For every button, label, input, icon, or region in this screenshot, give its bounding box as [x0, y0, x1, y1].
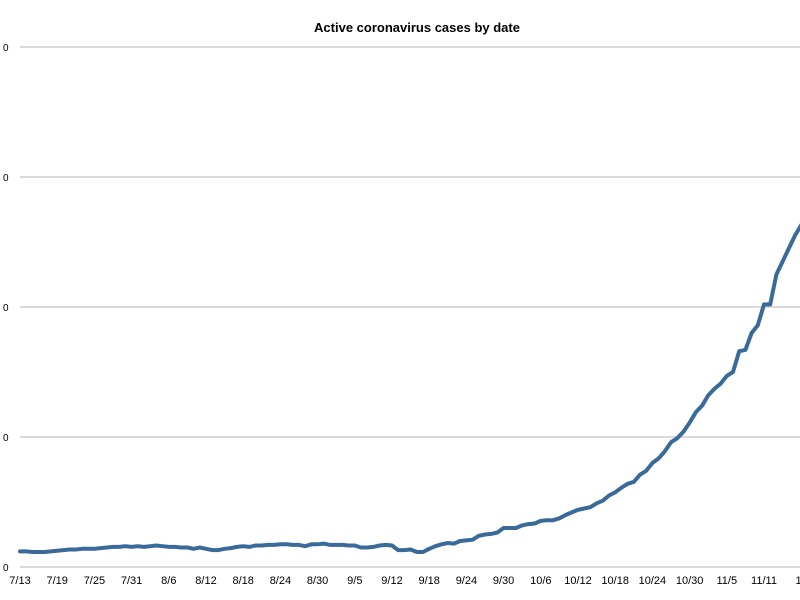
x-tick-label: 8/6: [161, 575, 176, 587]
x-tick-label: 8/18: [232, 575, 253, 587]
x-tick-label: 9/18: [418, 575, 439, 587]
x-tick-label: 9/5: [347, 575, 362, 587]
x-tick-label: 11: [795, 575, 800, 587]
x-axis-tick-labels: 7/13 7/19 7/25 7/31 8/6 8/12 8/18 8/24 8/30 9/5 9/…: [9, 575, 800, 587]
x-tick-label: 10/30: [676, 575, 704, 587]
x-tick-label: 11/5: [717, 575, 738, 587]
y-tick-label: 0: [3, 433, 9, 444]
y-tick-label: 0: [3, 563, 9, 574]
series-layer: [18, 223, 800, 554]
x-tick-label: 9/30: [493, 575, 514, 587]
series-line: [18, 223, 800, 554]
x-tick-label: 10/6: [530, 575, 551, 587]
x-tick-label: 7/31: [121, 575, 142, 587]
x-tick-label: 7/19: [46, 575, 67, 587]
x-tick-label: 10/24: [639, 575, 667, 587]
chart-title: Active coronavirus cases by date: [314, 20, 520, 35]
x-tick-label: 7/25: [84, 575, 105, 587]
x-tick-label: 9/12: [381, 575, 402, 587]
y-axis-tick-labels: 0 0 0 0 0: [3, 43, 9, 574]
y-tick-label: 0: [3, 173, 9, 184]
x-tick-label: 8/30: [307, 575, 328, 587]
y-tick-label: 0: [3, 303, 9, 314]
x-tick-label: 8/24: [270, 575, 291, 587]
x-tick-label: 9/24: [456, 575, 477, 587]
gridlines: [20, 46, 800, 568]
x-tick-label: 10/18: [601, 575, 629, 587]
x-tick-label: 8/12: [195, 575, 216, 587]
x-tick-label: 7/13: [9, 575, 30, 587]
x-tick-label: 10/12: [564, 575, 592, 587]
y-tick-label: 0: [3, 43, 9, 54]
x-tick-label: 11/11: [751, 575, 777, 587]
